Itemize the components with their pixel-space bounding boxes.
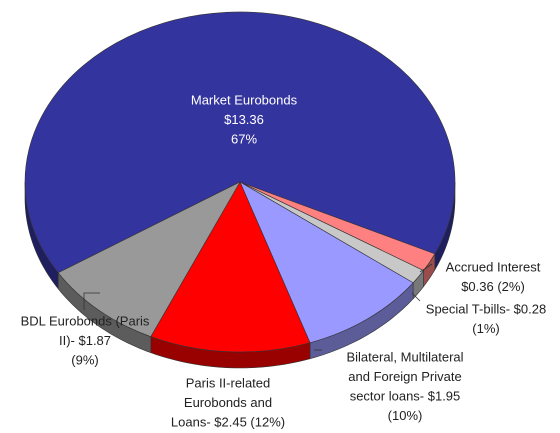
slice-label: Eurobonds and <box>184 395 272 410</box>
slice-label: Bilateral, Multilateral <box>346 349 463 364</box>
slice <box>150 181 311 353</box>
slice-label: (10%) <box>388 408 423 423</box>
slice-label: BDL Eurobonds (Paris <box>21 313 150 328</box>
pie-sides <box>24 181 456 369</box>
slice-label: (9%) <box>71 352 98 367</box>
slice <box>24 11 456 274</box>
slice <box>239 181 414 344</box>
slice-label: Accrued Interest <box>446 259 541 274</box>
slice <box>57 181 241 338</box>
slice-label: and Foreign Private <box>348 369 461 384</box>
leader-line <box>411 292 421 302</box>
pie-tops <box>24 11 456 353</box>
slice-label: Market Eurobonds <box>191 92 298 107</box>
slice-label: Paris II-related <box>186 375 271 390</box>
slice-label: Loans- $2.45 (12%) <box>171 414 285 429</box>
leader-line <box>419 263 433 273</box>
slice-label: II)- $1.87 <box>59 333 111 348</box>
slice-label: Special T-bills- $0.28 <box>426 301 546 316</box>
leader-line <box>83 292 100 310</box>
slice-label: 67% <box>231 131 257 146</box>
slice-label: (1%) <box>472 321 499 336</box>
slice-label: $13.36 <box>224 112 264 127</box>
slice-label: sector loans- $1.95 <box>350 388 461 403</box>
slice-label: $0.36 (2%) <box>461 279 525 294</box>
